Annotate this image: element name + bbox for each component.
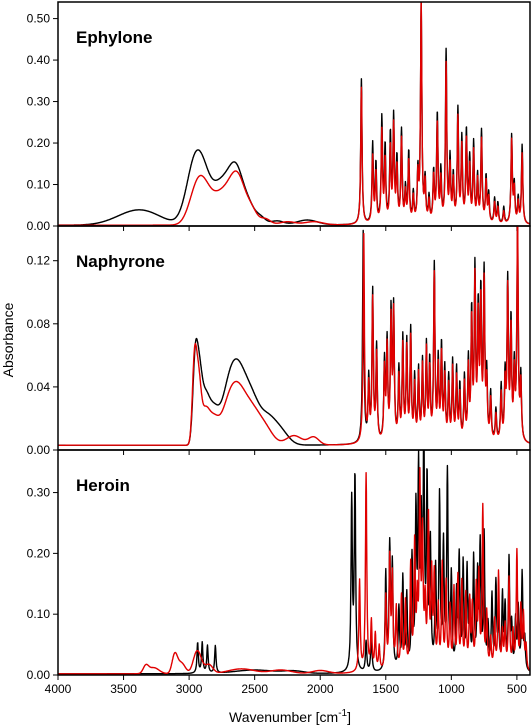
x-axis-title-end: ] (347, 709, 351, 725)
series-red-line (58, 226, 530, 446)
panel-1: 0.00 0.10 0.20 0.30 0.40 0.50 Ephylone (27, 1, 531, 233)
y-tick-label: 0.40 (27, 53, 51, 67)
panel-title: Naphyrone (76, 252, 165, 271)
panel-frame (57, 449, 531, 676)
y-tick-label: 0.00 (27, 219, 51, 233)
y-tick-label: 0.00 (27, 443, 51, 457)
panel-title: Ephylone (76, 28, 153, 47)
y-tick-label: 0.30 (27, 95, 51, 109)
x-axis-title: Wavenumber [cm-1] (229, 708, 351, 725)
panel-3: 0.00 0.10 0.20 0.30 Heroin (27, 449, 531, 682)
x-tick-label: 2500 (241, 682, 268, 696)
x-axis-title-superscript: -1 (338, 708, 347, 719)
panel-2: 0.00 0.04 0.08 0.12 Naphyrone (27, 225, 531, 457)
y-tick-label: 0.20 (27, 546, 51, 560)
y-axis-title: Absorbance (0, 302, 16, 377)
panels: 0.00 0.10 0.20 0.30 0.40 0.50 Ephylone 0.00 0.04… (27, 1, 531, 682)
x-tick-label: 2000 (307, 682, 334, 696)
x-tick-label: 3500 (110, 682, 137, 696)
x-tick-labels: 4000 3500 3000 2500 2000 1500 1000 500 (45, 682, 528, 696)
y-tick-label: 0.10 (27, 607, 51, 621)
y-tick-label: 0.12 (27, 254, 51, 268)
y-tick-label: 0.04 (27, 380, 51, 394)
x-tick-label: 1000 (438, 682, 465, 696)
y-tick-label: 0.00 (27, 668, 51, 682)
y-tick-label: 0.10 (27, 178, 51, 192)
x-tick-label: 4000 (45, 682, 72, 696)
y-tick-label: 0.20 (27, 136, 51, 150)
x-tick-label: 3000 (176, 682, 203, 696)
y-tick-label: 0.30 (27, 486, 51, 500)
panel-title: Heroin (76, 476, 130, 495)
y-tick-label: 0.50 (27, 12, 51, 26)
series-group (58, 450, 530, 675)
series-red-line (58, 467, 530, 675)
x-tick-label: 1500 (372, 682, 399, 696)
series-red-line (58, 2, 530, 226)
x-tick-label: 500 (507, 682, 527, 696)
x-axis-title-main: Wavenumber [cm (229, 709, 338, 725)
y-tick-label: 0.08 (27, 317, 51, 331)
series-group (58, 226, 530, 446)
series-group (58, 2, 530, 226)
